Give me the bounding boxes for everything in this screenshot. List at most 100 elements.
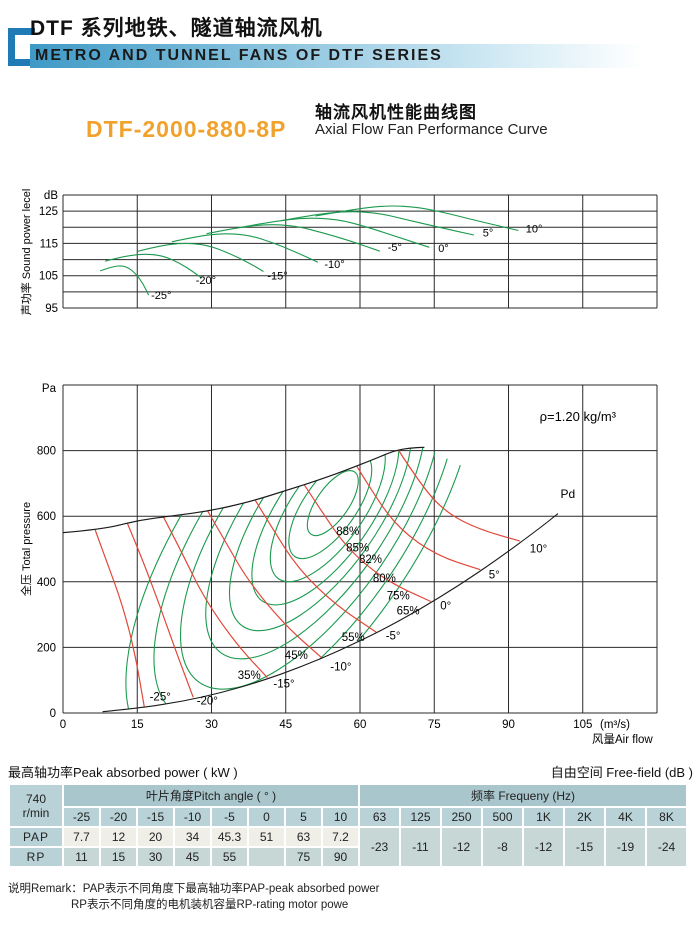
- pap-value-1: 12: [101, 828, 136, 846]
- sound-curve-label-5: 0°: [438, 243, 449, 255]
- pitch-angle-label-4: -5°: [386, 631, 401, 643]
- pitch-angle-label-3: -10°: [330, 661, 351, 673]
- top-ytick-1: 115: [40, 238, 58, 250]
- efficiency-contour-88%: [306, 470, 359, 537]
- efficiency-label-4: 75%: [387, 591, 410, 603]
- efficiency-label-7: 45%: [285, 650, 308, 662]
- sound-curve-label-6: 5°: [483, 227, 494, 239]
- speed-value: 740: [25, 791, 47, 806]
- table-caption-power: 最高轴功率Peak absorbed power ( kW ): [8, 765, 238, 780]
- frequency-2: 250: [442, 808, 481, 826]
- sound-curve--25°: [99, 265, 150, 296]
- bottom-xtick-1: 15: [131, 719, 144, 731]
- pitch-angle-0: -25: [64, 808, 99, 826]
- remark-line-1: 说明Remark：PAP表示不同角度下最高轴功率PAP-peak absorbe…: [8, 883, 380, 895]
- pitch-angle-3: -10: [175, 808, 210, 826]
- efficiency-label-6: 55%: [342, 632, 365, 644]
- pitch-curve--20°: [126, 523, 194, 698]
- efficiency-label-3: 80%: [373, 573, 396, 585]
- bottom-ytick-3: 200: [37, 642, 56, 654]
- header-bracket-decoration: [8, 28, 35, 66]
- pap-value-0: 7.7: [64, 828, 99, 846]
- speed-unit: r/min: [22, 805, 50, 820]
- table-row-pap: PAP 7.7 12 20 34 45.3 51 63 7.2 -23 -11 -12 -8 -12 -15…: [10, 828, 686, 866]
- sound-curve--15°: [137, 242, 264, 272]
- remark-note: 说明Remark：PAP表示不同角度下最高轴功率PAP-peak absorbe…: [8, 881, 380, 913]
- efficiency-contour-group: [125, 447, 476, 712]
- pitch-angle-label-2: -15°: [273, 678, 294, 690]
- chart-title-cn: 轴流风机性能曲线图: [315, 103, 477, 122]
- sound-curve-label-7: 10°: [526, 224, 543, 236]
- frequency-6: 4K: [606, 808, 645, 826]
- model-number: DTF-2000-880-8P: [86, 116, 287, 142]
- sound-curve-10°: [315, 205, 519, 232]
- header-banner: METRO AND TUNNEL FANS OF DTF SERIES: [30, 44, 642, 68]
- pd-curve-label: Pd: [561, 487, 576, 501]
- bottom-ytick-0: 800: [37, 446, 56, 458]
- free-field-value-5: -15: [565, 828, 604, 866]
- rp-value-6: 75: [286, 848, 321, 866]
- free-field-value-1: -11: [401, 828, 440, 866]
- bottom-xtick-7: 105: [573, 719, 592, 731]
- pitch-angle-4: -5: [212, 808, 247, 826]
- free-field-value-4: -12: [524, 828, 563, 866]
- pitch-angle-6: 5: [286, 808, 321, 826]
- efficiency-contour-35%: [125, 447, 476, 712]
- pitch-angle-7: 10: [323, 808, 358, 826]
- pitch-angle-label-1: -20°: [197, 696, 218, 708]
- sound-curve--5°: [206, 224, 380, 252]
- efficiency-contour-85%: [288, 452, 373, 560]
- frequency-header: 频率 Frequeny (Hz): [360, 785, 686, 806]
- rp-value-7: 90: [323, 848, 358, 866]
- bottom-ytick-4: 0: [50, 708, 56, 720]
- pitch-angle-label-6: 5°: [489, 570, 500, 582]
- efficiency-label-2: 82%: [359, 554, 382, 566]
- bottom-xtick-4: 60: [354, 719, 367, 731]
- row-label-rp: RP: [10, 848, 62, 866]
- pitch-angle-label-5: 0°: [440, 600, 451, 612]
- top-ytick-2: 105: [39, 271, 58, 283]
- pitch-curve-5°: [349, 454, 481, 571]
- free-field-value-2: -12: [442, 828, 481, 866]
- bottom-ytick-1: 600: [37, 511, 56, 523]
- efficiency-label-5: 65%: [397, 606, 420, 618]
- sound-curve-5°: [280, 211, 475, 236]
- efficiency-label-1: 85%: [346, 542, 369, 554]
- frequency-4: 1K: [524, 808, 563, 826]
- top-y-unit: dB: [44, 190, 58, 202]
- pitch-angle-2: -15: [138, 808, 173, 826]
- pitch-curve--15°: [161, 513, 268, 679]
- free-field-value-0: -23: [360, 828, 399, 866]
- pitch-angle-label-0: -25°: [150, 692, 171, 704]
- pressure-envelope-curve: [62, 446, 425, 534]
- frequency-5: 2K: [565, 808, 604, 826]
- pitch-angle-1: -20: [101, 808, 136, 826]
- bottom-y-axis-label: 全压 Total pressure: [19, 502, 33, 596]
- pitch-curve--5°: [245, 485, 377, 633]
- free-field-value-3: -8: [483, 828, 522, 866]
- spec-table: 740 r/min 叶片角度Pitch angle ( ° ) 频率 Frequ…: [8, 783, 688, 868]
- sound-curve--10°: [171, 233, 319, 263]
- pitch-curve-10°: [396, 447, 521, 542]
- pap-value-3: 34: [175, 828, 210, 846]
- efficiency-contour-65%: [205, 447, 426, 660]
- efficiency-contour-45%: [153, 447, 458, 712]
- top-chart-grid: [62, 194, 658, 309]
- frequency-0: 63: [360, 808, 399, 826]
- sound-curve-label-3: -10°: [324, 259, 344, 271]
- rp-value-4: 55: [212, 848, 247, 866]
- table-caption-freefield: 自由空间 Free-field (dB ): [550, 765, 693, 780]
- bottom-xtick-5: 75: [428, 719, 441, 731]
- top-ytick-3: 95: [45, 303, 58, 315]
- table-subheader-row: -25 -20 -15 -10 -5 0 5 10 63 125 250 500 1K 2K 4K 8K: [10, 808, 686, 826]
- frequency-3: 500: [483, 808, 522, 826]
- sound-curve-label-2: -15°: [267, 271, 287, 283]
- row-label-pap: PAP: [10, 828, 62, 846]
- sound-curve--20°: [104, 253, 202, 279]
- rp-value-3: 45: [175, 848, 210, 866]
- bottom-xtick-3: 45: [279, 719, 292, 731]
- rp-value-2: 30: [138, 848, 173, 866]
- frequency-1: 125: [401, 808, 440, 826]
- bottom-y-unit: Pa: [42, 383, 57, 395]
